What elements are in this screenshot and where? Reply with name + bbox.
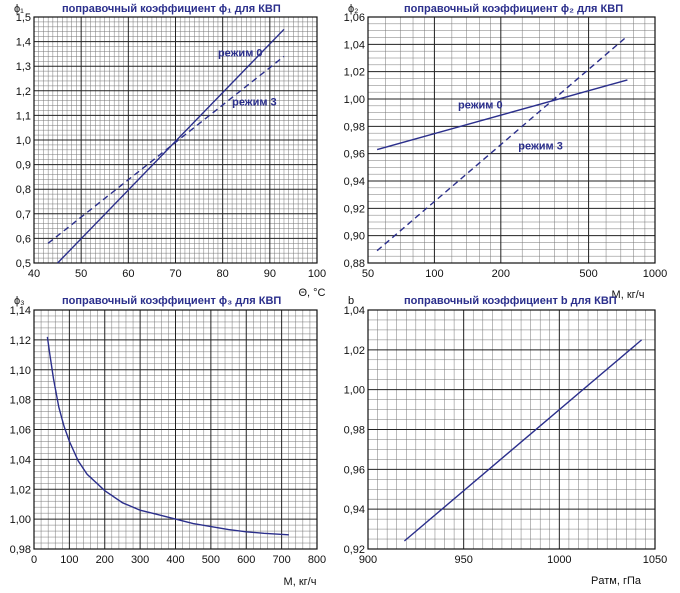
y-tick-label: 1,04	[344, 305, 365, 317]
y-tick-label: 1,00	[344, 94, 365, 106]
x-tick-label: 500	[579, 268, 597, 280]
x-tick-label: 700	[272, 554, 290, 566]
y-tick-label: 1,5	[16, 12, 31, 24]
y-axis-label: ϕ₂	[348, 3, 358, 15]
y-tick-label: 1,2	[16, 86, 31, 98]
chart-panel-3: 0 100 200 300 400 500 600 700 800 0,98 1,00 1,02 1,0…	[10, 295, 327, 588]
x-tick-label: 1000	[547, 554, 571, 566]
y-tick-label: 1,14	[10, 305, 31, 317]
x-tick-label: 40	[28, 268, 40, 280]
x-tick-label: 400	[166, 554, 184, 566]
y-tick-label: 0,7	[16, 209, 31, 221]
y-axis-label: ϕ₁	[14, 3, 24, 15]
x-tick-label: 0	[31, 554, 37, 566]
y-tick-label: 0,94	[344, 176, 365, 188]
y-tick-label: 1,10	[10, 365, 31, 377]
chart-title: поправочный коэффициент ϕ₃ для КВП	[62, 295, 281, 307]
x-tick-label: 70	[169, 268, 181, 280]
x-tick-label: 900	[359, 554, 377, 566]
series-line-2	[47, 55, 285, 244]
series-annotation: режим 3	[232, 97, 277, 109]
y-tick-label: 1,02	[344, 67, 365, 79]
y-tick-label: 1,00	[344, 385, 365, 397]
y-tick-label: 0,94	[344, 504, 365, 516]
y-tick-label: 1,0	[16, 135, 31, 147]
x-tick-label: 200	[96, 554, 114, 566]
series-line-1	[57, 28, 285, 264]
series-line-1	[376, 79, 628, 151]
y-tick-label: 0,92	[344, 203, 365, 215]
x-tick-label: 500	[202, 554, 220, 566]
x-tick-label: 50	[362, 268, 374, 280]
series-annotation: режим 3	[518, 141, 563, 153]
y-tick-label: 1,04	[10, 454, 31, 466]
y-tick-label: 0,98	[10, 544, 31, 556]
chart-panel-2: 50 100 200 500 1000 0,88 0,90 0,92 0,94 0,96 0,98 1…	[344, 3, 668, 301]
y-tick-label: 0,92	[344, 544, 365, 556]
x-axis-label: Pатм, гПа	[591, 575, 642, 587]
x-tick-label: 100	[60, 554, 78, 566]
y-tick-label: 0,6	[16, 233, 31, 245]
x-tick-label: 90	[264, 268, 276, 280]
y-tick-label: 0,96	[344, 149, 365, 161]
chart-panel-1: 40 50 60 70 80 90 100 0,5 0,6 0,7 0,8 0,9 1,0 1,1 1,2 1…	[14, 3, 326, 299]
y-tick-label: 1,00	[10, 514, 31, 526]
y-tick-label: 0,98	[344, 425, 365, 437]
x-tick-label: 200	[492, 268, 510, 280]
series-line-1	[46, 336, 289, 536]
y-tick-label: 1,02	[10, 484, 31, 496]
y-tick-label: 0,96	[344, 464, 365, 476]
chart-title: поправочный коэффициент ϕ₁ для КВП	[62, 3, 281, 15]
plot-frame	[33, 16, 318, 264]
x-tick-label: 100	[425, 268, 443, 280]
y-tick-label: 1,3	[16, 61, 31, 73]
y-tick-label: 1,4	[16, 37, 31, 49]
x-axis-label: М, кг/ч	[612, 289, 645, 301]
x-tick-label: 50	[75, 268, 87, 280]
x-axis-label: Θ, °C	[298, 287, 325, 299]
chart-title: поправочный коэффициент ϕ₂ для КВП	[404, 3, 623, 15]
x-tick-label: 600	[237, 554, 255, 566]
y-tick-label: 1,06	[10, 425, 31, 437]
y-tick-label: 1,1	[16, 110, 31, 122]
y-tick-label: 0,98	[344, 121, 365, 133]
plot-frame	[33, 309, 318, 550]
y-tick-label: 0,90	[344, 231, 365, 243]
y-axis-label: b	[348, 295, 354, 307]
x-tick-label: 1050	[643, 554, 667, 566]
y-tick-label: 1,02	[344, 345, 365, 357]
y-tick-label: 1,04	[344, 39, 365, 51]
chart-title: поправочный коэффициент b для КВП	[404, 295, 617, 307]
x-tick-label: 950	[454, 554, 472, 566]
x-tick-label: 60	[122, 268, 134, 280]
x-tick-label: 300	[131, 554, 149, 566]
y-tick-label: 0,9	[16, 160, 31, 172]
y-tick-label: 0,8	[16, 184, 31, 196]
x-tick-label: 800	[308, 554, 326, 566]
x-axis-label: М, кг/ч	[284, 576, 317, 588]
chart-panel-4: 900 950 1000 1050 0,92 0,94 0,96 0,98 1,00 1,02 1,…	[344, 295, 668, 587]
series-line-1	[403, 339, 643, 542]
series-annotation: режим 0	[218, 47, 263, 59]
series-line-2	[376, 35, 628, 252]
x-tick-label: 100	[308, 268, 326, 280]
y-tick-label: 1,08	[10, 395, 31, 407]
y-tick-label: 1,06	[344, 12, 365, 24]
y-tick-label: 0,5	[16, 258, 31, 270]
y-axis-label: ϕ₃	[14, 295, 25, 307]
y-tick-label: 0,88	[344, 258, 365, 270]
plot-frame	[367, 309, 656, 550]
x-tick-label: 80	[217, 268, 229, 280]
series-annotation: режим 0	[458, 100, 503, 112]
plot-frame	[367, 16, 656, 264]
x-tick-label: 1000	[643, 268, 667, 280]
y-tick-label: 1,12	[10, 335, 31, 347]
